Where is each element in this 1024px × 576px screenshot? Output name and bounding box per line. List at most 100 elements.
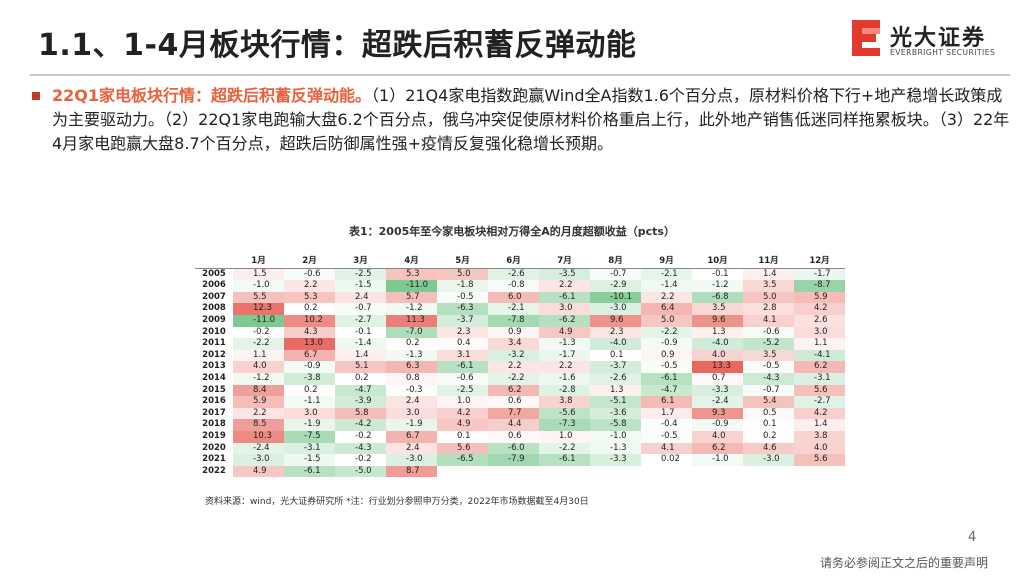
cell: 2.4 bbox=[335, 291, 386, 304]
cell: -3.0 bbox=[743, 454, 794, 466]
cell: 6.3 bbox=[386, 361, 437, 373]
cell: -2.5 bbox=[437, 384, 488, 397]
disclaimer: 请务必参阅正文之后的重要声明 bbox=[820, 556, 989, 570]
row-label: 2016 bbox=[202, 396, 226, 407]
cell: -1.9 bbox=[386, 419, 437, 431]
cell: 6.7 bbox=[386, 430, 437, 443]
cell: 3.8 bbox=[539, 396, 590, 408]
cell: 0.6 bbox=[488, 396, 539, 408]
cell: -10.1 bbox=[590, 291, 641, 304]
row-label: 2017 bbox=[202, 407, 226, 418]
cell: 2.6 bbox=[794, 314, 845, 327]
cell: -3.1 bbox=[794, 372, 845, 385]
row-label: 2007 bbox=[202, 291, 226, 302]
cell: 4.0 bbox=[692, 349, 743, 362]
cell: -0.6 bbox=[284, 268, 335, 281]
cell: -6.8 bbox=[692, 291, 743, 304]
cell: 9.6 bbox=[692, 314, 743, 327]
cell: 3.5 bbox=[743, 280, 794, 292]
cell: -0.9 bbox=[284, 361, 335, 373]
cell: -2.8 bbox=[539, 384, 590, 397]
cell: 1.1 bbox=[233, 349, 284, 362]
cell: -1.2 bbox=[386, 303, 437, 315]
row-label: 2022 bbox=[202, 465, 226, 476]
cell: -0.8 bbox=[488, 280, 539, 292]
cell: 4.3 bbox=[284, 326, 335, 339]
cell: 9.3 bbox=[692, 407, 743, 420]
cell: 4.9 bbox=[437, 419, 488, 431]
cell: 5.7 bbox=[386, 291, 437, 304]
cell: -6.5 bbox=[437, 454, 488, 466]
cell bbox=[437, 466, 488, 478]
cell: 2.2 bbox=[233, 407, 284, 420]
cell: 3.1 bbox=[437, 349, 488, 362]
cell: -1.1 bbox=[284, 396, 335, 408]
cell: 4.4 bbox=[488, 419, 539, 431]
cell: -0.7 bbox=[743, 384, 794, 397]
cell: -3.5 bbox=[539, 268, 590, 281]
cell: 2.4 bbox=[386, 442, 437, 455]
cell: 2.3 bbox=[590, 326, 641, 339]
row-label: 2005 bbox=[202, 268, 226, 279]
column-header: 10月 bbox=[692, 256, 743, 269]
cell: 1.3 bbox=[590, 384, 641, 397]
cell: 5.1 bbox=[335, 361, 386, 373]
table-row: 2006 -1.0 2.2 -1.5 -11.0 -1.8 -0.8 2.2 -2.9 -1.4-… bbox=[195, 280, 845, 292]
row-label: 2010 bbox=[202, 326, 226, 337]
cell: -6.3 bbox=[437, 303, 488, 315]
cell: -5.0 bbox=[335, 465, 386, 478]
cell bbox=[794, 466, 845, 478]
cell: 7.7 bbox=[488, 407, 539, 420]
cell: -1.3 bbox=[590, 442, 641, 455]
text: （1）21Q4家电指数跑赢Wind全A指数1.6个百分点，原材料价格下行+地产稳… bbox=[52, 86, 1010, 153]
cell: -2.6 bbox=[590, 372, 641, 385]
cell bbox=[590, 466, 641, 478]
cell: -0.2 bbox=[233, 326, 284, 339]
cell: 8.5 bbox=[233, 419, 284, 431]
cell: -1.0 bbox=[590, 430, 641, 443]
cell: -5.1 bbox=[590, 396, 641, 408]
cell: 8.4 bbox=[233, 384, 284, 397]
column-header: 4月 bbox=[386, 256, 437, 269]
cell: -1.0 bbox=[233, 280, 284, 292]
column-header: 7月 bbox=[539, 256, 590, 269]
cell: 6.1 bbox=[641, 396, 692, 408]
column-header: 1月 bbox=[233, 256, 284, 269]
cell: 2.2 bbox=[539, 280, 590, 292]
cell: -1.5 bbox=[284, 454, 335, 466]
cell: 0.9 bbox=[641, 349, 692, 362]
cell: 5.0 bbox=[437, 268, 488, 281]
cell: -2.7 bbox=[335, 314, 386, 327]
cell: -2.7 bbox=[794, 396, 845, 408]
cell: -5.2 bbox=[743, 338, 794, 350]
slide-title: 1.1、1-4月板块行情：超跌后积蓄反弹动能 bbox=[38, 28, 637, 63]
title-rule bbox=[30, 74, 1010, 76]
cell: -4.3 bbox=[743, 372, 794, 385]
row-label: 2008 bbox=[202, 303, 226, 314]
cell: -1.2 bbox=[233, 372, 284, 385]
cell: -4.2 bbox=[335, 419, 386, 431]
cell: -3.0 bbox=[386, 454, 437, 466]
cell: 4.0 bbox=[794, 442, 845, 455]
cell: 1.4 bbox=[335, 349, 386, 362]
column-header: 3月 bbox=[335, 256, 386, 269]
cell: 0.2 bbox=[335, 372, 386, 385]
cell: 4.9 bbox=[233, 465, 284, 478]
cell: 0.5 bbox=[743, 407, 794, 420]
cell: -6.1 bbox=[284, 465, 335, 478]
cell: 4.0 bbox=[692, 430, 743, 443]
cell bbox=[539, 466, 590, 478]
paragraph: 22Q1家电板块行情：超跌后积蓄反弹动能。（1）21Q4家电指数跑赢Wind全A… bbox=[52, 84, 1012, 156]
cell: -0.7 bbox=[335, 303, 386, 315]
cell: 1.0 bbox=[539, 430, 590, 443]
cell: 1.4 bbox=[794, 419, 845, 431]
cell: -6.1 bbox=[437, 361, 488, 373]
cell: 3.5 bbox=[743, 349, 794, 362]
cell: 3.8 bbox=[794, 430, 845, 443]
cell: 4.9 bbox=[539, 326, 590, 339]
highlight: 22Q1家电板块行情：超跌后积蓄反弹动能。 bbox=[52, 86, 372, 105]
row-label: 2014 bbox=[202, 372, 226, 383]
logo-name: 光大证券 bbox=[890, 26, 987, 51]
cell: -1.3 bbox=[539, 338, 590, 350]
cell: 5.6 bbox=[437, 442, 488, 455]
